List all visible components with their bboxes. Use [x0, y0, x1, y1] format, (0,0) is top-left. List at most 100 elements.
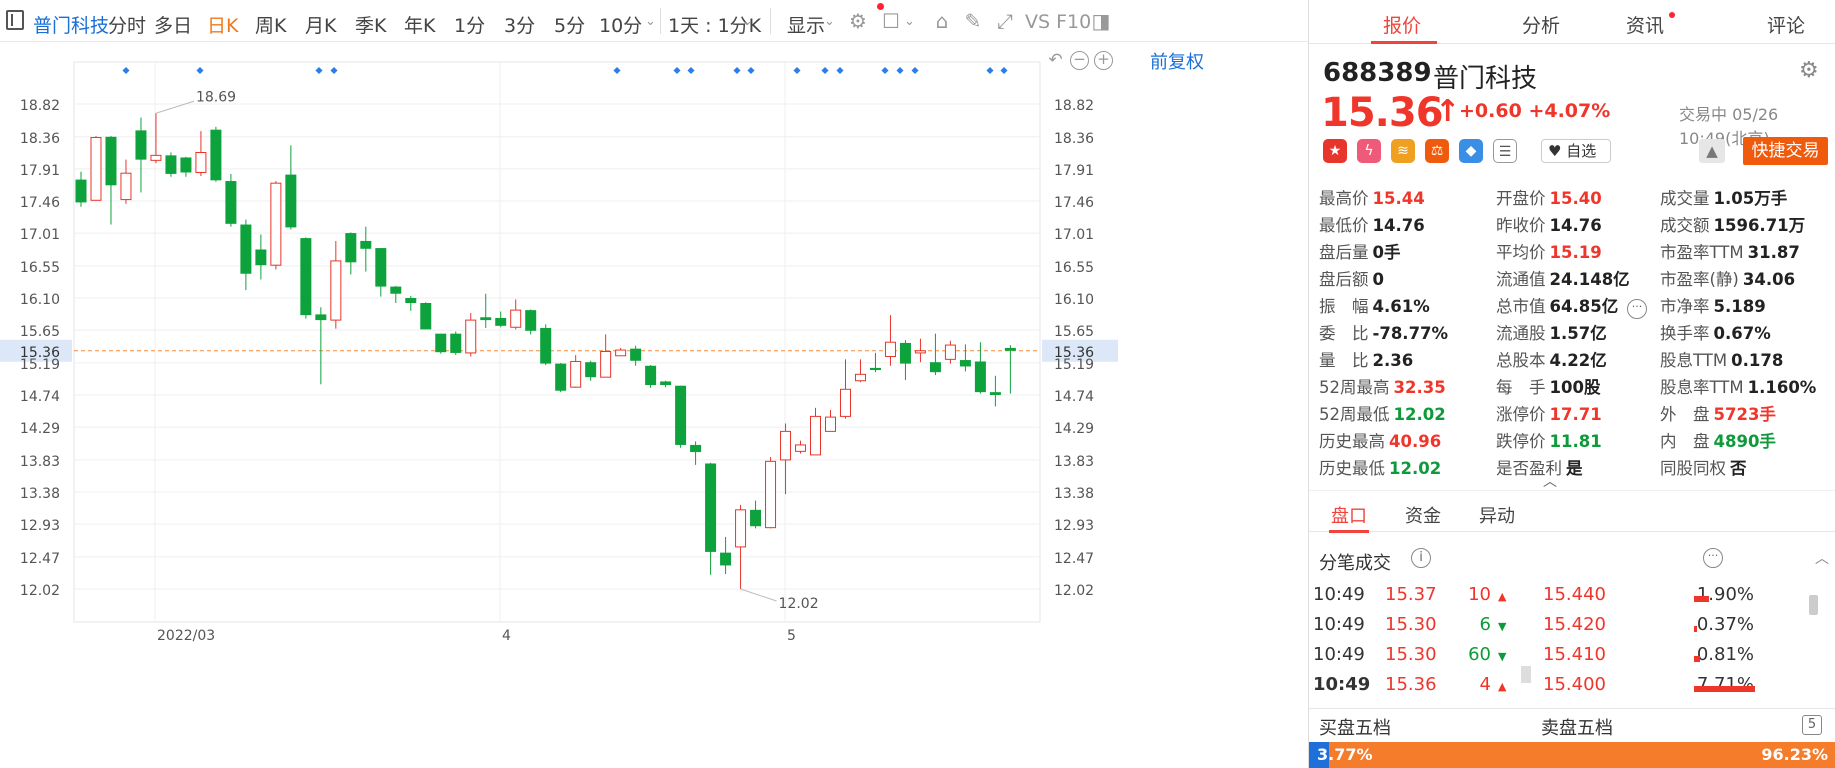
- scroll-up-chevron-icon[interactable]: ︿: [1815, 551, 1829, 567]
- y-tick-label: 15.19: [20, 357, 60, 373]
- collapse-chevron-icon[interactable]: ︿: [1543, 474, 1557, 490]
- heart-icon: ♥: [1548, 142, 1562, 160]
- quick-trade-button[interactable]: 快捷交易: [1743, 137, 1828, 165]
- display-chevron-icon[interactable]: ⌄: [824, 14, 835, 29]
- add-watchlist-button[interactable]: ♥ 自选: [1541, 139, 1611, 163]
- period-5min[interactable]: 5分: [554, 15, 586, 37]
- sidebar-toggle-icon[interactable]: [6, 10, 24, 30]
- lightning-icon[interactable]: ϟ: [1357, 139, 1381, 163]
- zoom-in-icon[interactable]: +: [1094, 51, 1113, 70]
- display-menu[interactable]: 显示: [787, 15, 826, 37]
- quote-label: 开盘价: [1496, 189, 1546, 208]
- quote-label: 历史最低: [1319, 459, 1385, 478]
- tab-news[interactable]: 资讯: [1626, 15, 1665, 37]
- y-tick-label: 17.91: [20, 163, 60, 179]
- candle-body-down: [405, 298, 417, 303]
- period-quarterly-k[interactable]: 季K: [355, 15, 387, 37]
- candle-body-up: [90, 137, 102, 201]
- period-3min[interactable]: 3分: [504, 15, 536, 37]
- period-multiday[interactable]: 多日: [154, 15, 193, 37]
- quote-value: 12.02: [1393, 405, 1446, 424]
- undo-icon[interactable]: ↶: [1048, 50, 1063, 70]
- tab-quote[interactable]: 报价: [1383, 15, 1422, 37]
- indicators-vs-f10[interactable]: VS F10: [1025, 11, 1092, 33]
- tick-time: 10:49: [1313, 614, 1365, 635]
- event-marker-icon: [315, 66, 323, 75]
- candle-body-down: [585, 362, 597, 378]
- y-tick-label: 16.55: [20, 260, 60, 276]
- y-tick-label: 18.36: [1054, 131, 1094, 147]
- tab-unusual[interactable]: 异动: [1479, 506, 1515, 527]
- interval-chevron-icon[interactable]: ⌄: [742, 14, 753, 29]
- quote-field: 量 比 2.36: [1319, 347, 1413, 371]
- coins-icon[interactable]: ≋: [1391, 139, 1415, 163]
- quote-field: 盘后额 0: [1319, 266, 1384, 290]
- y-tick-label: 13.83: [1054, 454, 1094, 470]
- quote-field: 开盘价 15.40: [1496, 185, 1602, 209]
- period-10min[interactable]: 10分: [599, 15, 643, 37]
- info-icon[interactable]: i: [1411, 548, 1431, 568]
- tick-volume: 60: [1468, 644, 1491, 665]
- notes-icon[interactable]: ☰: [1493, 139, 1517, 163]
- candle-body-up: [780, 430, 792, 461]
- interval-select[interactable]: 1天 : 1分K: [668, 15, 762, 37]
- kline-chart[interactable]: 18.82 18.36 17.91 17.46 17.01 16.55 16.10 15.65…: [0, 42, 1308, 768]
- period-weekly-k[interactable]: 周K: [255, 15, 287, 37]
- tick-time: 10:49: [1313, 674, 1371, 695]
- panel-settings-icon[interactable]: ⚙: [1799, 58, 1819, 83]
- y-tick-label: 17.01: [1054, 227, 1094, 243]
- tick-scrollbar[interactable]: [1809, 595, 1818, 615]
- event-marker-icon: [911, 66, 919, 75]
- quote-value: 64.85亿: [1549, 297, 1619, 316]
- pencil-icon[interactable]: ✎: [964, 9, 982, 33]
- quote-label: 委 比: [1319, 324, 1369, 343]
- rect-chevron-icon[interactable]: ⌄: [904, 14, 915, 29]
- bid-ratio-fill: [1309, 742, 1329, 768]
- quote-field: 平均价 15.19: [1496, 239, 1602, 263]
- period-yearly-k[interactable]: 年K: [404, 15, 436, 37]
- candle-body-up: [884, 341, 896, 357]
- adjust-restore-button[interactable]: 前复权: [1150, 52, 1204, 73]
- stock-code: 688389: [1323, 58, 1432, 88]
- stock-name-tab[interactable]: 普门科技: [33, 15, 110, 37]
- level-volume-bar: [1694, 656, 1701, 662]
- zoom-out-icon[interactable]: −: [1070, 51, 1089, 70]
- period-daily-k[interactable]: 日K: [207, 15, 239, 37]
- market-cap-more-icon[interactable]: ···: [1627, 299, 1647, 319]
- chart-toolbar: 普门科技 分时 多日 日K 周K 月K 季K 年K 1分 3分 5分 10分 ⌄…: [0, 0, 1308, 42]
- tag-icon[interactable]: ◆: [1459, 139, 1483, 163]
- level-scrollbar[interactable]: [1521, 666, 1531, 683]
- tick-volume: 6: [1479, 614, 1491, 635]
- more-icon[interactable]: ···: [1703, 548, 1723, 568]
- quote-label: 昨收价: [1496, 216, 1546, 235]
- tick-time: 10:49: [1313, 584, 1365, 605]
- period-1min[interactable]: 1分: [454, 15, 486, 37]
- tab-fund[interactable]: 资金: [1405, 506, 1441, 527]
- quote-field: 最高价 15.44: [1319, 185, 1425, 209]
- alert-bell-icon[interactable]: ▲: [1699, 139, 1725, 163]
- five-level-toggle-icon[interactable]: 5: [1802, 715, 1822, 735]
- china-flag-icon[interactable]: ★: [1323, 139, 1347, 163]
- candle-body-down: [165, 155, 177, 174]
- more-periods-chevron-icon[interactable]: ⌄: [645, 14, 656, 29]
- candle-body-down: [525, 310, 537, 331]
- quote-label: 股息TTM: [1660, 351, 1728, 370]
- quote-value: 40.96: [1389, 432, 1442, 451]
- tab-analysis[interactable]: 分析: [1522, 15, 1561, 37]
- period-monthly-k[interactable]: 月K: [305, 15, 337, 37]
- candle-body-down: [540, 327, 552, 364]
- candle-body-down: [345, 233, 357, 263]
- tab-comments[interactable]: 评论: [1767, 15, 1806, 37]
- candle-body-down: [480, 317, 492, 321]
- draw-rect-icon[interactable]: ☐: [882, 9, 900, 33]
- camera-icon[interactable]: ⌂: [935, 9, 949, 33]
- y-tick-label: 13.38: [20, 486, 60, 502]
- panel-toggle-icon[interactable]: ◨: [1091, 9, 1111, 33]
- settings-gear-icon[interactable]: ⚙: [849, 9, 867, 33]
- y-tick-label: 12.02: [1054, 583, 1094, 599]
- fullscreen-icon[interactable]: ⤢: [997, 9, 1013, 33]
- period-timeshare[interactable]: 分时: [108, 15, 147, 37]
- scale-icon[interactable]: ⚖: [1425, 139, 1449, 163]
- quote-field: 股息TTM 0.178: [1660, 347, 1783, 371]
- tab-orderbook[interactable]: 盘口: [1331, 506, 1367, 527]
